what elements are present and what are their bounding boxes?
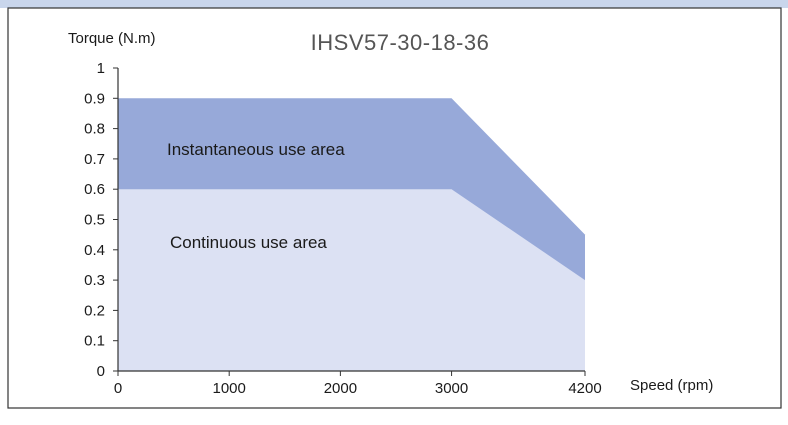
y-tick-label: 0.9 (84, 90, 105, 107)
x-axis-label: Speed (rpm) (630, 377, 713, 394)
header-band (0, 0, 788, 8)
chart-title: IHSV57-30-18-36 (311, 30, 490, 55)
y-tick-label: 0 (97, 363, 105, 380)
y-tick-label: 0.2 (84, 302, 105, 319)
areas-layer (118, 98, 585, 372)
x-tick-label: 3000 (435, 380, 468, 397)
y-tick-label: 0.5 (84, 212, 105, 229)
y-tick-label: 0.6 (84, 181, 105, 198)
x-tick-label: 1000 (213, 380, 246, 397)
instantaneous-area-label: Instantaneous use area (167, 140, 345, 159)
y-tick-label: 0.8 (84, 121, 105, 138)
x-tick-label: 0 (114, 380, 122, 397)
y-tick-label: 1 (97, 60, 105, 77)
ticks-layer: 0 0.1 0.2 0.3 0.4 0.5 0.6 0.7 0.8 0.9 1 0 1000 2000 30… (84, 60, 602, 397)
x-tick-label: 4200 (568, 380, 601, 397)
y-tick-label: 0.4 (84, 242, 105, 259)
x-tick-label: 2000 (324, 380, 357, 397)
continuous-area-label: Continuous use area (170, 233, 327, 252)
continuous-use-area (118, 189, 585, 371)
y-tick-label: 0.3 (84, 272, 105, 289)
y-tick-label: 0.1 (84, 333, 105, 350)
y-tick-label: 0.7 (84, 151, 105, 168)
y-axis-label: Torque (N.m) (68, 30, 156, 47)
